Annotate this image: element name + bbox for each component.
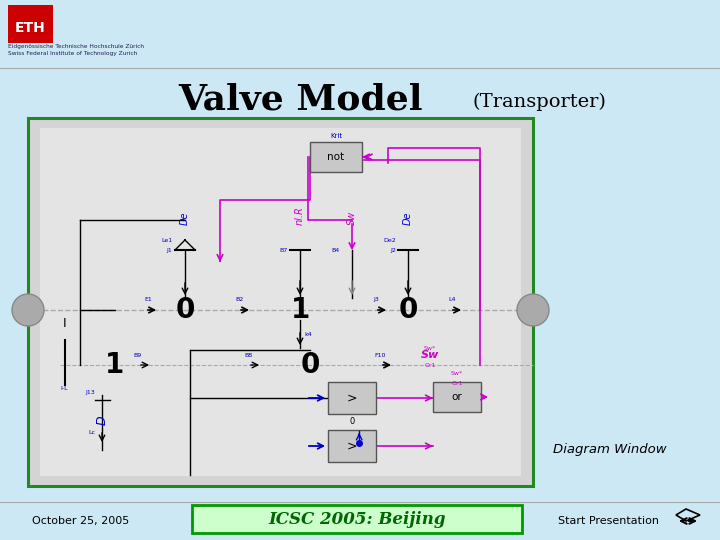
Bar bbox=[328, 382, 376, 414]
Text: >: > bbox=[347, 392, 357, 404]
Text: J1: J1 bbox=[166, 248, 172, 253]
Text: De: De bbox=[403, 212, 413, 225]
Text: Sw: Sw bbox=[421, 350, 439, 360]
Text: Le1: Le1 bbox=[161, 238, 172, 243]
Bar bbox=[192, 505, 522, 533]
Text: Sw*: Sw* bbox=[451, 371, 463, 376]
Bar bbox=[310, 142, 362, 172]
Text: Lc: Lc bbox=[88, 430, 95, 435]
Text: Sw: Sw bbox=[347, 211, 357, 225]
Text: or: or bbox=[451, 392, 462, 402]
Text: Swiss Federal Institute of Technology Zurich: Swiss Federal Institute of Technology Zu… bbox=[8, 51, 138, 56]
Text: Eidgenössische Technische Hochschule Zürich: Eidgenössische Technische Hochschule Zür… bbox=[8, 44, 144, 49]
Bar bbox=[40, 128, 521, 476]
Text: October 25, 2005: October 25, 2005 bbox=[32, 516, 130, 526]
Text: F10: F10 bbox=[374, 353, 386, 358]
Text: 0: 0 bbox=[398, 296, 418, 324]
Text: 0: 0 bbox=[349, 417, 355, 426]
Text: B2: B2 bbox=[236, 297, 244, 302]
Text: Or1: Or1 bbox=[451, 381, 463, 386]
Text: Start Presentation: Start Presentation bbox=[558, 516, 659, 526]
Text: >: > bbox=[347, 440, 357, 453]
Text: ICSC 2005: Beijing: ICSC 2005: Beijing bbox=[269, 510, 446, 528]
Circle shape bbox=[12, 294, 44, 326]
Text: nl.R: nl.R bbox=[295, 206, 305, 225]
Text: I: I bbox=[63, 317, 67, 330]
Text: Or1: Or1 bbox=[424, 363, 436, 368]
Text: I-L: I-L bbox=[60, 386, 68, 391]
Bar bbox=[28, 118, 533, 486]
Text: k4: k4 bbox=[304, 332, 312, 336]
Text: E1: E1 bbox=[144, 297, 152, 302]
Text: De2: De2 bbox=[383, 238, 396, 243]
Text: (Transporter): (Transporter) bbox=[472, 93, 606, 111]
Text: 0: 0 bbox=[175, 296, 194, 324]
Bar bbox=[8, 5, 53, 43]
Text: L4: L4 bbox=[449, 297, 456, 302]
Text: ETH: ETH bbox=[14, 21, 45, 35]
Text: J13: J13 bbox=[85, 390, 95, 395]
Text: B9: B9 bbox=[134, 353, 142, 358]
Text: De: De bbox=[180, 212, 190, 225]
Circle shape bbox=[517, 294, 549, 326]
Text: B7: B7 bbox=[280, 248, 288, 253]
Text: Diagram Window: Diagram Window bbox=[553, 443, 667, 456]
Text: Krit: Krit bbox=[330, 133, 342, 139]
Text: J3: J3 bbox=[373, 297, 379, 302]
Text: Sw*: Sw* bbox=[424, 346, 436, 351]
Text: 1: 1 bbox=[105, 351, 125, 379]
Bar bbox=[0, 502, 720, 540]
Text: B4: B4 bbox=[332, 248, 340, 253]
Text: J2: J2 bbox=[390, 248, 396, 253]
Bar bbox=[433, 382, 481, 412]
Text: 0: 0 bbox=[300, 351, 320, 379]
Text: D: D bbox=[96, 415, 109, 425]
Text: B8: B8 bbox=[244, 353, 252, 358]
Text: not: not bbox=[328, 152, 345, 162]
Text: Valve Model: Valve Model bbox=[178, 83, 422, 117]
Text: 1: 1 bbox=[290, 296, 310, 324]
Bar bbox=[328, 430, 376, 462]
